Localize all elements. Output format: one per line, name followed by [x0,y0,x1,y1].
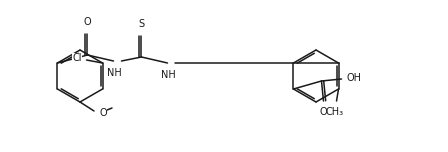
Text: OH: OH [346,73,362,83]
Text: O: O [320,107,327,117]
Text: NH: NH [161,70,176,80]
Text: O: O [99,108,107,118]
Text: Cl: Cl [72,53,82,63]
Text: NH: NH [107,68,122,78]
Text: O: O [84,17,91,27]
Text: CH₃: CH₃ [325,107,344,117]
Text: S: S [138,19,145,29]
